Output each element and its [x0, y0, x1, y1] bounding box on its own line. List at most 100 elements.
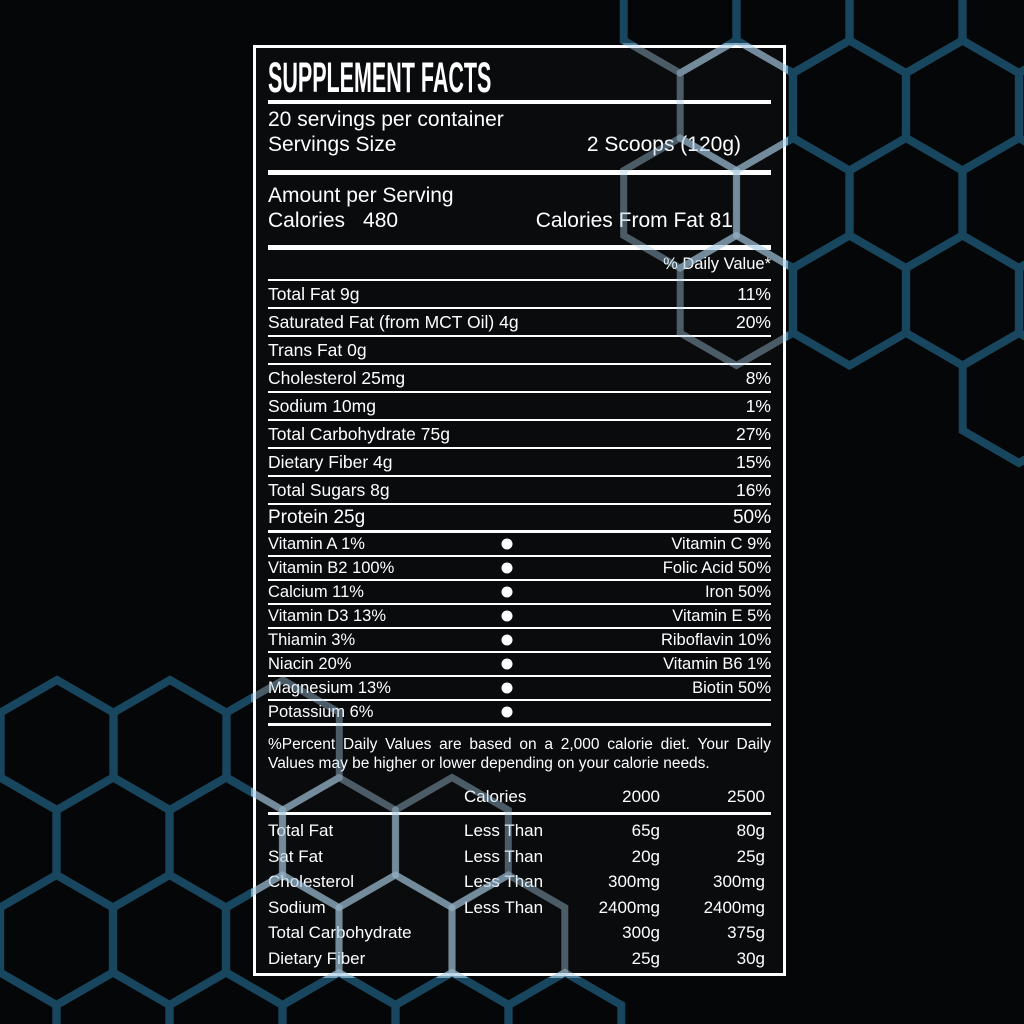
ref-header-2500: 2500: [727, 787, 765, 806]
ref-cell: Total Fat: [268, 821, 334, 840]
rule-under-title: [268, 100, 771, 104]
micronutrient-left: Vitamin A 1%: [268, 535, 365, 553]
nutrient-dv: 8%: [745, 368, 771, 388]
ref-cell: Sat Fat: [268, 846, 323, 866]
ref-cell: 30g: [736, 948, 765, 968]
nutrient-dv: 15%: [735, 452, 771, 472]
bullet-dot-icon: [501, 682, 513, 694]
ref-cell: Less Than: [464, 872, 544, 891]
bullet-dot-icon: [501, 658, 513, 670]
calories-left: Calories 480: [268, 208, 398, 233]
bullet-dot-icon: [501, 634, 513, 646]
ref-row-dietary-fiber: Dietary Fiber 25g 30g: [268, 946, 771, 972]
panel-title: SUPPLEMENT FACTS: [268, 54, 492, 102]
ref-cell: 25g: [736, 846, 765, 866]
servings-per-container: 20 servings per container: [268, 108, 504, 131]
reference-table-body: Total Fat Less Than 65g 80g Sat Fat Less…: [268, 818, 771, 971]
micronutrient-row-4: Vitamin D3 13% Vitamin E 5%: [268, 605, 771, 629]
ref-cell: 80g: [736, 821, 765, 840]
rule-under-serving-size: [268, 170, 771, 175]
ref-row-sat-fat: Sat Fat Less Than 20g 25g: [268, 844, 771, 870]
rule-under-dv-header: [268, 279, 771, 281]
nutrient-row-saturated-fat: Saturated Fat (from MCT Oil) 4g 20%: [268, 309, 771, 337]
micronutrient-right: Vitamin B6 1%: [663, 655, 771, 673]
ref-cell: Sodium: [268, 897, 326, 917]
ref-cell: Less Than: [464, 846, 544, 866]
ref-cell: Less Than: [464, 821, 544, 840]
ref-cell: 25g: [631, 948, 660, 968]
nutrient-dv: 50%: [732, 507, 771, 528]
micronutrient-left: Thiamin 3%: [268, 631, 356, 649]
micronutrient-left: Potassium 6%: [268, 703, 374, 721]
ref-cell: Dietary Fiber: [268, 948, 366, 968]
ref-cell: 375g: [727, 923, 765, 942]
nutrient-name: Saturated Fat (from MCT Oil) 4g: [268, 312, 519, 332]
nutrient-row-total-sugars: Total Sugars 8g 16%: [268, 477, 771, 505]
supplement-facts-panel: SUPPLEMENT FACTS 20 servings per contain…: [253, 45, 786, 976]
ref-cell: 2400mg: [598, 897, 660, 917]
reference-table-header: Calories 2000 2500: [268, 787, 771, 807]
rule-under-calories: [268, 245, 771, 250]
panel-title-wrap: SUPPLEMENT FACTS: [268, 56, 771, 100]
ref-cell: 300mg: [608, 872, 660, 891]
micronutrient-right: Iron 50%: [704, 583, 771, 601]
ref-cell: Total Carbohydrate: [268, 923, 412, 942]
ref-header-2000: 2000: [622, 787, 660, 806]
ref-row-total-fat: Total Fat Less Than 65g 80g: [268, 818, 771, 844]
micronutrient-right: Riboflavin 10%: [660, 631, 771, 649]
nutrient-dv: 20%: [735, 312, 771, 332]
ref-header-blank: [268, 787, 464, 807]
nutrient-name: Protein 25g: [268, 507, 366, 528]
calories-value: 480: [363, 209, 399, 232]
micronutrient-row-1: Vitamin A 1% Vitamin C 9%: [268, 533, 771, 557]
calories-label: Calories: [268, 209, 346, 232]
calories-row: Calories 480 Calories From Fat 81: [268, 208, 771, 233]
micronutrient-left: Vitamin B2 100%: [268, 559, 395, 577]
serving-size-value: 2 Scoops (120g): [586, 133, 741, 156]
nutrient-name: Total Sugars 8g: [268, 480, 390, 500]
nutrient-dv: 1%: [745, 396, 771, 416]
ref-cell: 20g: [631, 846, 660, 866]
nutrient-row-cholesterol: Cholesterol 25mg 8%: [268, 365, 771, 393]
micronutrient-row-8: Potassium 6%: [268, 701, 771, 726]
rule-under-ref-header: [268, 812, 771, 815]
ref-cell: 300mg: [713, 872, 765, 891]
nutrient-name: Dietary Fiber 4g: [268, 452, 393, 472]
micronutrient-right: Biotin 50%: [692, 679, 771, 697]
micronutrient-row-2: Vitamin B2 100% Folic Acid 50%: [268, 557, 771, 581]
serving-size-label: Servings Size: [268, 133, 397, 156]
micronutrient-row-7: Magnesium 13% Biotin 50%: [268, 677, 771, 701]
ref-row-total-carbohydrate: Total Carbohydrate 300g 375g: [268, 920, 771, 946]
bullet-dot-icon: [501, 610, 513, 622]
micronutrient-left: Niacin 20%: [268, 655, 352, 673]
ref-cell: 2400mg: [703, 897, 765, 917]
ref-row-cholesterol: Cholesterol Less Than 300mg 300mg: [268, 869, 771, 895]
ref-header-calories: Calories: [464, 787, 527, 806]
micronutrient-right: Vitamin E 5%: [672, 607, 771, 625]
micronutrient-left: Calcium 11%: [268, 583, 364, 601]
bullet-dot-icon: [501, 586, 513, 598]
nutrient-dv: 16%: [735, 480, 771, 500]
nutrient-row-total-fat: Total Fat 9g 11%: [268, 281, 771, 309]
ref-cell: [464, 946, 576, 972]
micronutrient-left: Vitamin D3 13%: [268, 607, 387, 625]
micronutrient-row-3: Calcium 11% Iron 50%: [268, 581, 771, 605]
nutrient-name: Cholesterol 25mg: [268, 368, 406, 388]
daily-value-footnote: %Percent Daily Values are based on a 2,0…: [268, 736, 771, 772]
bullet-dot-icon: [501, 562, 513, 574]
ref-cell: [464, 920, 576, 946]
nutrient-row-trans-fat: Trans Fat 0g: [268, 337, 771, 365]
nutrient-name: Trans Fat 0g: [268, 340, 367, 360]
micronutrient-row-6: Niacin 20% Vitamin B6 1%: [268, 653, 771, 677]
bullet-dot-icon: [501, 706, 513, 718]
ref-cell: 65g: [631, 821, 660, 840]
nutrient-row-total-carbohydrate: Total Carbohydrate 75g 27%: [268, 421, 771, 449]
micronutrient-left: Magnesium 13%: [268, 679, 391, 697]
nutrient-row-protein: Protein 25g 50%: [268, 505, 771, 533]
nutrient-name: Total Fat 9g: [268, 284, 360, 304]
calories-from-fat: Calories From Fat 81: [535, 209, 733, 232]
daily-value-header: % Daily Value*: [663, 255, 771, 273]
amount-per-serving: Amount per Serving: [268, 184, 454, 207]
nutrient-dv: 27%: [735, 424, 771, 444]
